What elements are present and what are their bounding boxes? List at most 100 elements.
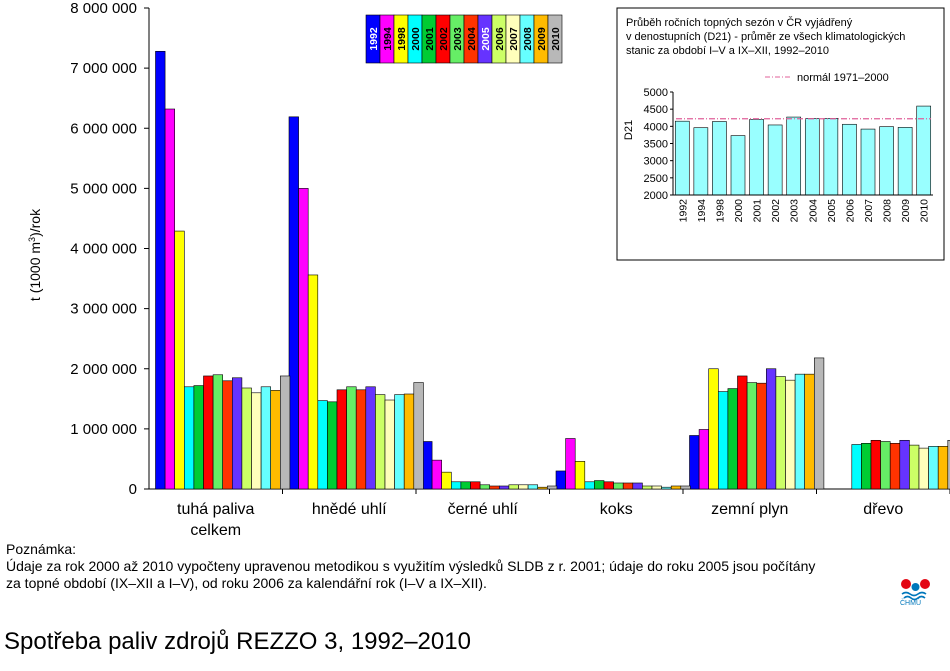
chmu-logo-text: ČHMÚ <box>900 600 921 607</box>
inset-title-line-3: stanic za období I–V a IX–XII, 1992–2010 <box>626 45 829 57</box>
bar-2000-4 <box>584 481 595 490</box>
inset-bar-2000 <box>730 135 746 196</box>
bar-1994-4 <box>565 438 576 490</box>
bar-2003-2 <box>346 386 357 490</box>
bar-1992-5 <box>689 435 700 490</box>
bar-1994-5 <box>698 429 709 490</box>
y-tick-label: 5 000 000 <box>70 180 137 197</box>
bar-2001-2 <box>327 401 338 490</box>
inset-y-tick-label: 4500 <box>644 104 668 116</box>
bar-2003-3 <box>479 484 491 490</box>
bar-2006-1 <box>241 387 252 490</box>
bar-2000-2 <box>317 400 328 490</box>
bar-2007-2 <box>384 399 395 490</box>
bar-1994-2 <box>298 188 309 490</box>
inset-title-line-1: Průběh ročních topných sezón v ČR vyjádř… <box>626 16 853 29</box>
category-label: dřevo <box>863 501 903 518</box>
bar-2010-1 <box>279 375 291 490</box>
inset-x-tick-label: 2004 <box>807 199 819 223</box>
bar-1992-2 <box>288 116 299 490</box>
inset-y-tick-label: 5000 <box>644 87 668 99</box>
bar-2010-3 <box>546 485 558 490</box>
bar-2004-2 <box>355 389 367 490</box>
bar-2009-4 <box>670 485 682 490</box>
inset-bar-2004 <box>804 118 820 196</box>
legend-label-2010: 2010 <box>550 27 562 51</box>
y-axis-title-part2: )/rok <box>27 208 43 237</box>
bar-2007-3 <box>518 484 529 490</box>
y-tick-label: 0 <box>129 481 137 498</box>
inset-bar-2008 <box>879 126 894 196</box>
legend-label-2006: 2006 <box>494 27 506 51</box>
inset-x-tick-label: 2009 <box>900 199 912 223</box>
bar-2004-5 <box>756 382 767 490</box>
category-label: koks <box>600 501 633 518</box>
inset-x-tick-label: 1998 <box>714 199 726 223</box>
inset-x-tick-labels: 1992 1994 1998 2000 2001 2002 2003 2004 2005 2006… <box>677 199 930 223</box>
bar-2005-1 <box>232 377 243 490</box>
bar-2010-2 <box>413 382 424 490</box>
inset-y-tick-label: 2000 <box>644 190 668 202</box>
bar-1998-5 <box>708 368 719 490</box>
inset-x-tick-label: 2006 <box>844 199 856 223</box>
inset-bar-2002 <box>767 124 783 196</box>
inset-x-tick-label: 2003 <box>789 199 801 223</box>
inset-bar-1994 <box>693 127 709 196</box>
bar-2004-1 <box>222 380 233 490</box>
inset-x-tick-label: 2008 <box>882 199 894 223</box>
bar-2010-4 <box>680 485 691 490</box>
bar-2007-1 <box>251 392 262 490</box>
bar-1992-4 <box>555 470 566 490</box>
bar-1992-1 <box>155 50 166 490</box>
bar-1994-3 <box>431 459 443 490</box>
bar-2007-4 <box>651 485 662 490</box>
y-tick-label: 4 000 000 <box>70 241 137 258</box>
legend-label-2002: 2002 <box>438 27 450 51</box>
bar-2000-6 <box>851 444 862 490</box>
legend-label-2007: 2007 <box>508 27 520 51</box>
bar-2004-6 <box>889 443 901 490</box>
legend-label-1994: 1994 <box>382 27 394 51</box>
chmu-logo <box>901 579 930 601</box>
x-tick-marks <box>282 489 950 494</box>
bar-2008-5 <box>794 373 805 490</box>
inset-y-tick-label: 3000 <box>644 156 668 168</box>
bar-2005-5 <box>765 368 777 490</box>
inset-y-axis-title: D21 <box>623 120 635 140</box>
bar-2007-5 <box>785 379 796 490</box>
y-tick-labels: 0 1 000 000 2 000 000 3 000 000 4 000 000 5 0… <box>70 0 149 498</box>
bar-1998-1 <box>174 230 185 490</box>
y-axis-title-superscript: 3 <box>27 237 37 242</box>
bar-1998-2 <box>307 274 319 490</box>
inset-x-tick-label: 2000 <box>733 199 745 223</box>
y-tick-label: 7 000 000 <box>70 60 137 77</box>
inset-y-tick-label: 4000 <box>644 121 668 133</box>
inset-bar-2010 <box>916 105 932 196</box>
legend-label-2004: 2004 <box>466 27 478 51</box>
y-axis-title: t (1000 m3)/rok <box>27 208 43 301</box>
inset-x-tick-label: 2002 <box>770 199 782 223</box>
inset-bar-1992 <box>674 120 690 196</box>
bar-2002-2 <box>336 389 347 490</box>
inset-bars <box>674 105 932 196</box>
bar-2003-6 <box>880 441 891 490</box>
category-label: tuhá paliva <box>177 501 254 518</box>
inset-x-tick-label: 1994 <box>696 199 708 223</box>
y-tick-label: 2 000 000 <box>70 361 137 378</box>
inset-x-tick-label: 2010 <box>919 199 931 223</box>
category-label: hnědé uhlí <box>312 501 387 518</box>
y-tick-label: 3 000 000 <box>70 301 137 318</box>
bar-2008-6 <box>928 446 939 490</box>
legend-swatch-2010 <box>547 14 563 64</box>
bar-2009-2 <box>403 393 415 490</box>
inset-bar-1998 <box>712 121 727 196</box>
bar-2003-1 <box>212 374 224 490</box>
inset-x-tick-label: 1992 <box>677 199 689 223</box>
bar-2010-6 <box>947 439 950 490</box>
bar-2001-4 <box>594 480 605 490</box>
category-labels: tuhá paliva celkem hnědé uhlí černé uhlí kok… <box>177 501 903 539</box>
bar-2009-6 <box>937 446 949 490</box>
bar-2000-3 <box>450 481 462 490</box>
category-label: celkem <box>190 522 241 539</box>
